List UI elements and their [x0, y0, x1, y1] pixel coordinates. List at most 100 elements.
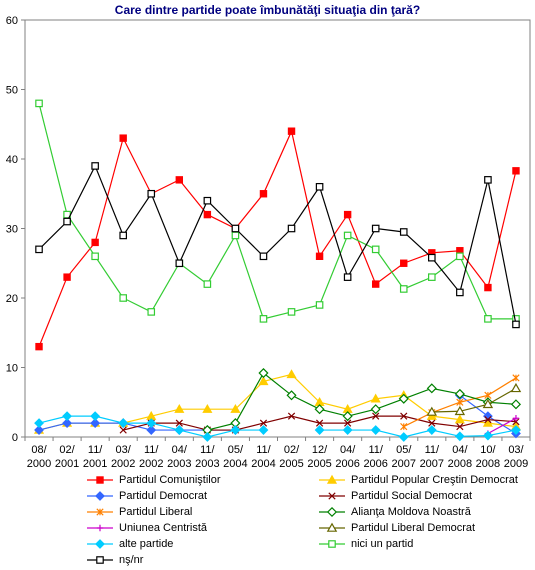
- legend-label: alte partide: [119, 538, 174, 550]
- x-tick-label-year: 2009: [504, 458, 528, 470]
- x-tick-label-year: 2008: [448, 458, 472, 470]
- y-tick-label: 10: [6, 363, 18, 375]
- line-chart: 0 10 20 30 40 50 60 08/2000 02/2001 11/2001 03/200…: [6, 15, 531, 470]
- data-point: [287, 224, 296, 233]
- data-point: [510, 382, 522, 393]
- data-point: [258, 425, 269, 435]
- data-point: [456, 288, 464, 297]
- x-tick-label-year: 2001: [55, 458, 79, 470]
- y-tick-label: 30: [6, 224, 18, 236]
- data-point: [428, 419, 436, 427]
- data-point: [454, 405, 466, 416]
- chart-title: Care dintre partide poate îmbunătăţi sit…: [114, 3, 421, 17]
- data-point: [286, 390, 297, 401]
- data-point: [146, 418, 157, 429]
- data-point: [202, 432, 213, 442]
- data-point: [258, 368, 269, 379]
- data-point: [230, 403, 241, 413]
- data-point: [454, 431, 465, 442]
- data-point: [398, 432, 409, 442]
- series-layer: [33, 99, 522, 442]
- legend-swatch: [319, 506, 345, 518]
- data-point: [259, 419, 268, 427]
- data-point: [315, 183, 324, 191]
- data-point: [400, 259, 408, 267]
- series-line: [38, 103, 516, 320]
- data-point: [231, 224, 240, 233]
- data-point: [146, 425, 157, 435]
- legend-marker: [96, 508, 104, 516]
- data-point: [287, 412, 296, 420]
- x-tick-label-month: 04/: [172, 444, 188, 456]
- legend-label: nş/nr: [119, 554, 144, 566]
- legend-swatch: [87, 508, 113, 516]
- legend-swatch: [319, 540, 345, 548]
- x-tick-label-year: 2006: [363, 458, 387, 470]
- data-point: [63, 273, 71, 281]
- legend-marker: [326, 474, 338, 484]
- data-point: [371, 245, 380, 254]
- x-tick-label-year: 2006: [335, 458, 359, 470]
- x-tick-label-month: 12/: [312, 444, 328, 456]
- legend-swatch: [87, 491, 113, 501]
- data-point: [428, 273, 436, 281]
- data-point: [426, 425, 437, 435]
- data-point: [119, 294, 127, 302]
- data-point: [400, 412, 408, 420]
- series-line: [38, 164, 517, 325]
- data-point: [482, 398, 494, 409]
- legend-marker: [326, 506, 338, 518]
- legend-marker: [95, 491, 105, 501]
- x-tick-label-year: 2003: [167, 458, 191, 470]
- legend-marker: [328, 492, 336, 500]
- data-point: [91, 252, 99, 261]
- x-tick-label-year: 2005: [307, 458, 331, 470]
- x-tick-label-year: 2002: [111, 458, 135, 470]
- x-tick-label-month: 05/: [396, 444, 412, 456]
- data-point: [231, 231, 240, 240]
- legend-label: Partidul Liberal Democrat: [351, 522, 476, 534]
- data-point: [175, 419, 183, 427]
- x-tick-label-year: 2004: [223, 458, 247, 470]
- data-point: [35, 99, 43, 108]
- x-tick-label-year: 2002: [139, 458, 163, 470]
- data-point: [91, 238, 99, 247]
- data-point: [315, 419, 324, 427]
- x-tick-label-month: 03/: [508, 444, 524, 456]
- legend-marker: [95, 539, 105, 549]
- data-point: [484, 315, 492, 323]
- series-line: [38, 373, 517, 431]
- legend-swatch: [319, 474, 345, 484]
- data-point: [258, 376, 269, 386]
- data-point: [370, 425, 381, 435]
- data-point: [119, 134, 127, 142]
- series-ns-nr: [35, 162, 520, 329]
- series-partidul-liberal-democrat: [426, 382, 522, 416]
- data-point: [34, 425, 44, 435]
- y-tick-label: 0: [12, 432, 18, 444]
- series-nici-un-partid: [35, 99, 520, 323]
- data-point: [342, 425, 353, 435]
- data-point: [91, 162, 99, 170]
- x-tick-label-year: 2007: [392, 458, 416, 470]
- legend-label: Partidul Liberal: [119, 506, 193, 518]
- data-point: [118, 418, 129, 429]
- x-tick-label-month: 02/: [284, 444, 300, 456]
- data-point: [511, 425, 521, 435]
- series-partidul-social-democrat: [119, 412, 520, 434]
- x-tick-label-month: 11/: [425, 444, 440, 456]
- y-tick-label: 50: [6, 85, 18, 97]
- data-point: [510, 399, 522, 410]
- data-point: [63, 217, 71, 226]
- legend-swatch: [319, 492, 345, 500]
- data-point: [35, 245, 43, 254]
- data-point: [147, 189, 156, 198]
- x-tick-label-year: 2001: [83, 458, 107, 470]
- x-tick-label-month: 02/: [59, 444, 75, 456]
- data-point: [483, 430, 493, 441]
- data-point: [398, 393, 409, 404]
- data-point: [259, 252, 268, 261]
- data-point: [314, 425, 325, 435]
- x-tick-label-month: 11/: [144, 444, 159, 456]
- legend-label: Partidul Comuniştilor: [119, 474, 221, 486]
